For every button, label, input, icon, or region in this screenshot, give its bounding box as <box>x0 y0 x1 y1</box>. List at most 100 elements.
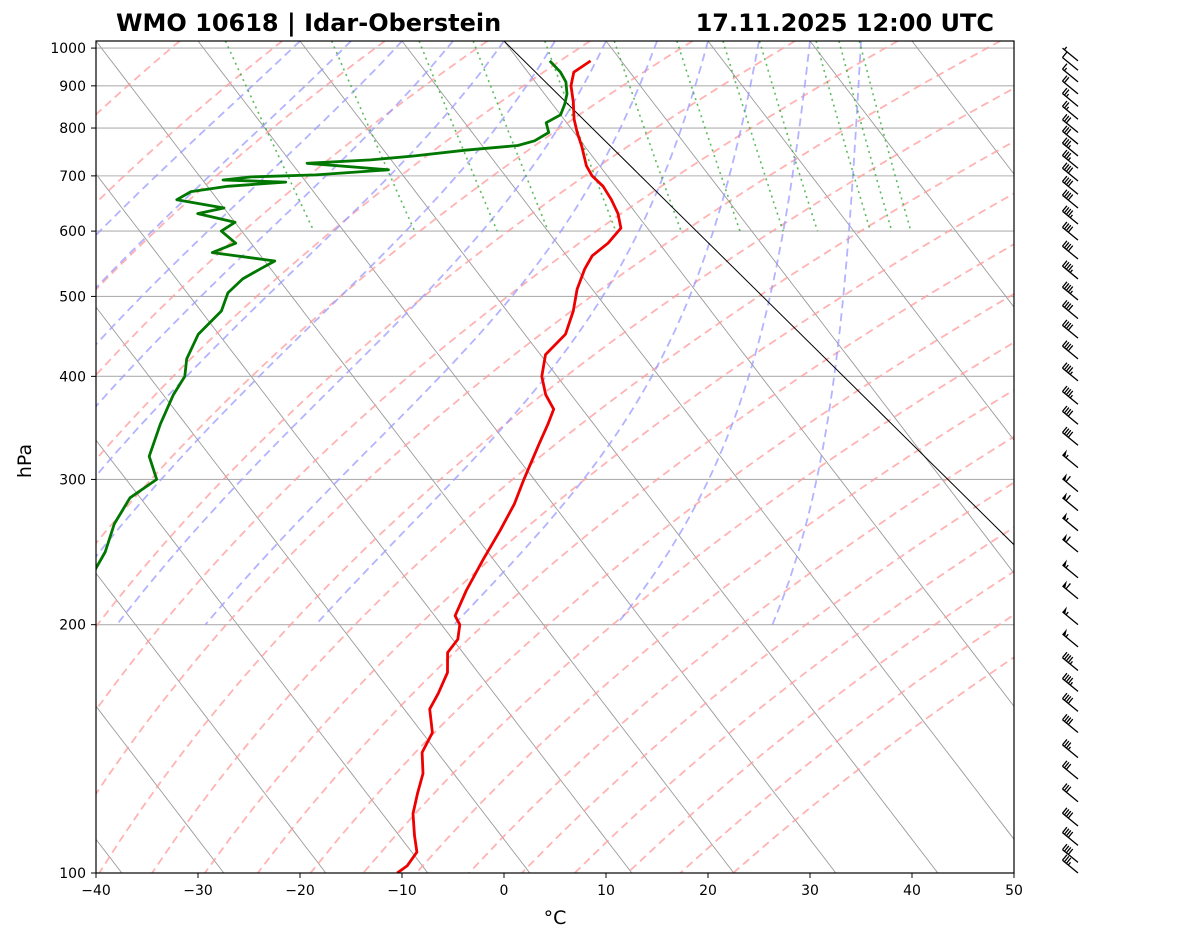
dry-adiabat-line <box>98 87 1014 873</box>
wind-barb <box>1061 75 1079 95</box>
isotherm-line <box>299 41 939 873</box>
wind-barb <box>1061 51 1079 71</box>
x-tick-label: 10 <box>597 883 615 899</box>
plot-frame <box>95 40 1015 874</box>
moist-adiabat-line <box>116 41 607 626</box>
x-tick-label: 50 <box>1005 883 1023 899</box>
isotherm-line <box>96 572 327 873</box>
wind-barb <box>1061 221 1079 241</box>
mixing-ratio-lines <box>224 41 912 232</box>
isotherm-line <box>707 41 1014 441</box>
wind-barb <box>1061 175 1079 195</box>
dry-adiabat-line <box>96 41 283 204</box>
wind-barb <box>1061 189 1079 209</box>
wind-barb <box>1061 319 1079 339</box>
moist-adiabat-line <box>96 41 454 408</box>
wind-barb <box>1062 580 1079 600</box>
isobar-gridlines <box>96 47 1014 873</box>
reference-line-segment <box>503 41 1014 546</box>
moist-adiabat-line <box>771 41 862 626</box>
wind-barb <box>1061 783 1079 803</box>
x-axis-ticks: −40 −30 −20 −10 0 10 20 30 40 50 <box>81 873 1023 899</box>
isotherm-gridlines <box>96 41 1014 873</box>
y-tick-label: 200 <box>59 618 86 634</box>
moist-adiabat-line <box>96 41 403 346</box>
x-tick-label: 0 <box>500 883 509 899</box>
x-tick-label: 30 <box>801 883 819 899</box>
y-tick-label: 700 <box>59 169 86 185</box>
moist-adiabat-line <box>453 41 760 626</box>
dry-adiabat-line <box>256 243 1014 873</box>
dry-adiabat-line <box>151 140 1014 873</box>
wind-barb <box>1062 492 1079 512</box>
isotherm-line <box>96 705 225 873</box>
dry-adiabat-line <box>0 41 77 873</box>
dry-adiabat-line <box>521 481 1014 873</box>
y-tick-label: 400 <box>59 369 86 385</box>
wind-barb <box>1061 426 1079 446</box>
wind-barb <box>1061 205 1079 225</box>
mixing-ratio-line <box>224 41 315 232</box>
dry-adiabat-line <box>96 41 1001 796</box>
wind-barb <box>1061 854 1079 874</box>
x-tick-label: 40 <box>903 883 921 899</box>
wind-barb <box>1062 559 1079 579</box>
wind-barb <box>1062 473 1079 493</box>
dry-adiabat-line <box>96 41 899 712</box>
isotherm-line <box>1013 41 1014 42</box>
isotherm-line <box>809 41 1014 308</box>
wind-barb <box>1061 405 1079 425</box>
temperature-profile-line <box>396 59 623 873</box>
dry-adiabat-line <box>96 41 386 291</box>
wind-barb <box>1061 113 1079 134</box>
y-tick-label: 500 <box>59 289 86 305</box>
moist-adiabat-line <box>96 41 352 290</box>
wind-barb <box>1061 651 1079 671</box>
wind-barb <box>1061 713 1079 734</box>
isotherm-line <box>197 41 837 873</box>
x-tick-label: −20 <box>285 883 315 899</box>
mixing-ratio-line <box>722 41 784 232</box>
wind-barb <box>1062 533 1079 553</box>
chart-title-left: WMO 10618 | Idar-Oberstein <box>116 9 501 37</box>
isotherm-line <box>96 439 429 873</box>
wind-barb <box>1061 299 1079 320</box>
x-tick-label: −30 <box>183 883 213 899</box>
mixing-ratio-line <box>418 41 498 232</box>
wind-barb <box>1062 449 1079 469</box>
wind-barb <box>1062 606 1079 626</box>
wind-barb <box>1061 100 1079 120</box>
dry-adiabat-line <box>415 388 1014 873</box>
dry-adiabat-line <box>96 41 591 461</box>
wind-barb <box>1061 826 1079 846</box>
moist-adiabat-line <box>204 41 658 626</box>
dry-adiabat-line <box>362 341 1014 873</box>
y-axis-ticks: 1000 900 800 700 600 500 400 300 200 100 <box>50 41 96 882</box>
wind-barb <box>1061 281 1079 301</box>
moist-adiabat-line <box>96 41 556 558</box>
isotherm-line <box>503 41 1014 708</box>
dry-adiabat-line <box>679 613 1014 873</box>
mixing-ratio-line <box>676 41 741 232</box>
wind-barb <box>1061 149 1079 169</box>
wind-barb <box>1061 162 1079 182</box>
mixing-ratio-line <box>858 41 912 232</box>
dry-adiabat-line <box>309 292 1014 873</box>
dry-adiabat-line <box>96 41 796 629</box>
sounding-profiles <box>96 59 623 873</box>
wind-barb <box>1061 692 1079 712</box>
isotherm-line <box>96 306 531 873</box>
moist-adiabat-line <box>615 41 811 626</box>
plot-area <box>0 41 1014 873</box>
moist-adiabat-line <box>96 41 505 478</box>
wind-barb <box>1062 628 1079 648</box>
mixing-ratio-line <box>815 41 872 232</box>
dry-adiabat-line <box>96 41 694 545</box>
mixing-ratio-line <box>838 41 893 232</box>
y-tick-label: 1000 <box>50 41 86 57</box>
isotherm-line <box>96 41 735 873</box>
wind-barb <box>1061 137 1079 157</box>
wind-barb <box>1062 512 1079 532</box>
wind-barb <box>1061 125 1079 145</box>
wind-barb <box>1061 843 1079 863</box>
